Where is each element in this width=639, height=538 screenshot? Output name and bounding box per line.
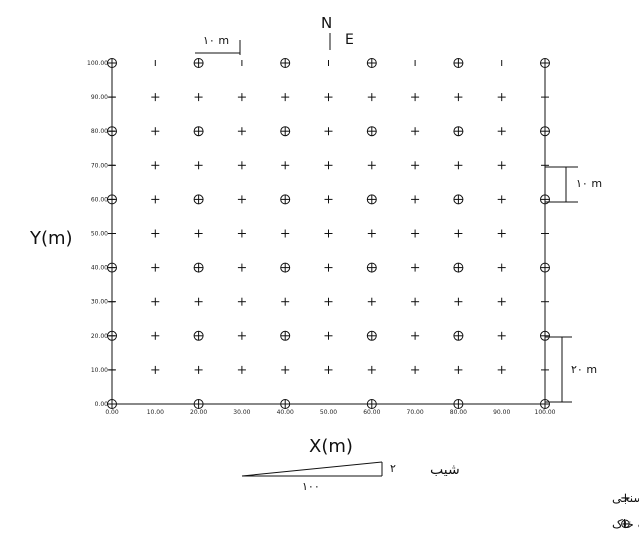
x-tick-label: 10.00 — [147, 409, 164, 416]
y-tick-label: 40.00 — [91, 265, 108, 272]
slope-indicator: ۲ شیب ۱۰۰ — [241, 461, 460, 493]
x-tick-label: 50.00 — [320, 409, 337, 416]
north-label: N — [321, 14, 332, 32]
x-tick-label: 100.00 — [535, 409, 556, 416]
east-label: E — [345, 32, 354, 48]
x-axis-title: X(m) — [309, 436, 353, 457]
legend-circle-symbol: ⊕ — [620, 517, 631, 532]
x-tick-label: 80.00 — [450, 409, 467, 416]
grid-marks — [107, 58, 550, 409]
x-tick-label: 90.00 — [493, 409, 510, 416]
y-axis-title: Y(m) — [29, 228, 73, 249]
y-tick-label: 30.00 — [91, 299, 108, 306]
legend-plus-text: نقاط مربوط به آزمایش نفوذسنجی — [612, 490, 639, 506]
x-tick-label: 30.00 — [233, 409, 250, 416]
x-tick-label: 40.00 — [277, 409, 294, 416]
y-tick-label: 80.00 — [91, 128, 108, 135]
north-arrow: N E — [321, 14, 354, 50]
y-tick-label: 50.00 — [91, 231, 108, 238]
y-tick-label: 100.00 — [87, 60, 108, 67]
y-tick-label: 60.00 — [91, 196, 108, 203]
y-tick-label: 70.00 — [91, 162, 108, 169]
right-lower-scale-label: ۲۰ m — [571, 363, 597, 376]
y-tick-label: 90.00 — [91, 94, 108, 101]
x-tick-label: 70.00 — [407, 409, 424, 416]
x-axis-ticks: 0.00 10.00 20.00 30.00 40.00 50.00 60.00 70.00 8… — [105, 409, 555, 416]
slope-label: شیب — [430, 462, 460, 478]
top-scale-bar: ۱۰ m — [195, 34, 241, 55]
y-tick-label: 10.00 — [91, 367, 108, 374]
x-tick-label: 0.00 — [105, 409, 119, 416]
y-tick-label: 20.00 — [91, 333, 108, 340]
slope-rise: ۲ — [390, 462, 396, 475]
slope-run: ۱۰۰ — [302, 480, 320, 493]
top-scale-label: ۱۰ m — [203, 34, 229, 47]
legend: + نقاط مربوط به آزمایش نفوذسنجی ⊕ نقاط م… — [612, 490, 639, 532]
legend-plus-symbol: + — [620, 491, 631, 506]
x-tick-label: 60.00 — [363, 409, 380, 416]
x-tick-label: 20.00 — [190, 409, 207, 416]
right-lower-scale-bar: ۲۰ m — [545, 336, 597, 403]
y-tick-label: 0.00 — [95, 401, 109, 408]
right-upper-scale-bar: ۱۰ m — [545, 166, 602, 203]
right-upper-scale-label: ۱۰ m — [576, 177, 602, 190]
legend-circle-text: نقاط مربوط به نمونه گیری خاک جهت تعیین ر… — [612, 517, 639, 532]
